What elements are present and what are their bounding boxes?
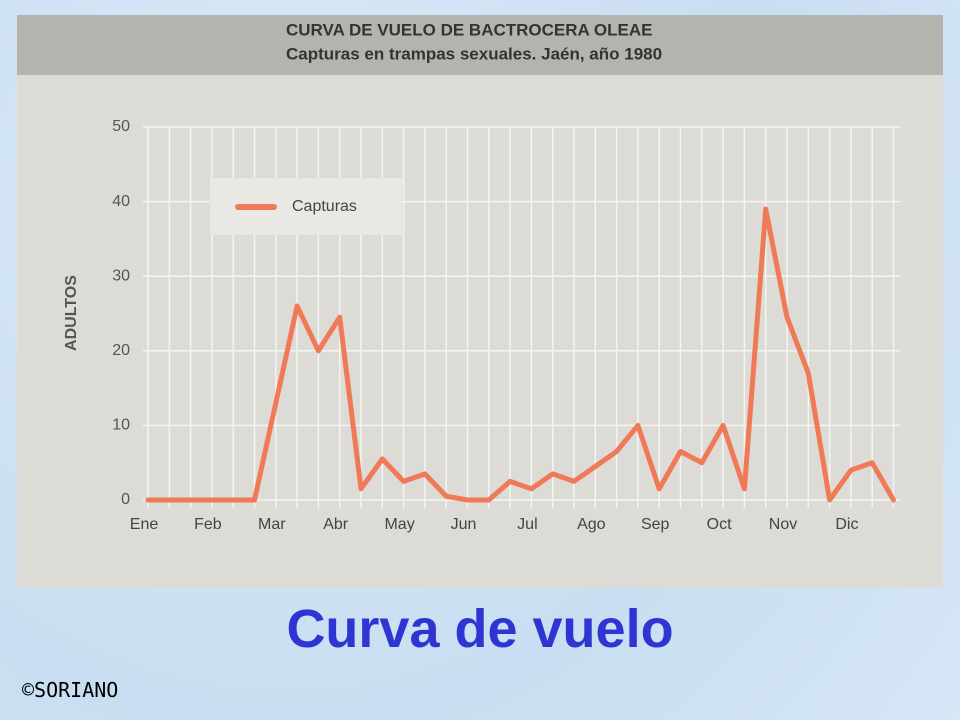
chart: CURVA DE VUELO DE BACTROCERA OLEAE Captu…: [17, 15, 943, 588]
x-tick-label: Jun: [451, 516, 477, 533]
x-tick-label: Feb: [194, 516, 222, 533]
x-tick-label: Sep: [641, 516, 670, 533]
x-tick-label: Ene: [130, 516, 159, 533]
x-tick-label: Nov: [769, 516, 797, 533]
x-tick-label: Oct: [707, 516, 732, 533]
slide-heading: Curva de vuelo: [286, 599, 674, 659]
y-axis-label: ADULTOS: [63, 275, 80, 351]
y-tick-label: 10: [112, 417, 130, 434]
x-tick-label: May: [384, 516, 414, 533]
x-tick-label: Ago: [577, 516, 606, 533]
x-tick-label: Dic: [835, 516, 858, 533]
chart-background: [17, 15, 943, 588]
x-tick-label: Abr: [323, 516, 349, 533]
y-tick-label: 20: [112, 342, 130, 359]
data-line: [145, 206, 896, 503]
legend-label: Capturas: [292, 198, 357, 215]
y-tick-label: 0: [121, 491, 130, 508]
chart-subtitle: Capturas en trampas sexuales. Jaén, año …: [286, 44, 662, 63]
x-tick-label: Jul: [517, 516, 537, 533]
y-tick-label: 30: [112, 267, 130, 284]
chart-title: CURVA DE VUELO DE BACTROCERA OLEAE: [286, 20, 652, 39]
credit: ©SORIANO: [22, 678, 119, 702]
header-band: [17, 15, 943, 75]
x-tick-label: Mar: [258, 516, 286, 533]
y-tick-label: 50: [112, 118, 130, 135]
y-tick-label: 40: [112, 193, 130, 210]
